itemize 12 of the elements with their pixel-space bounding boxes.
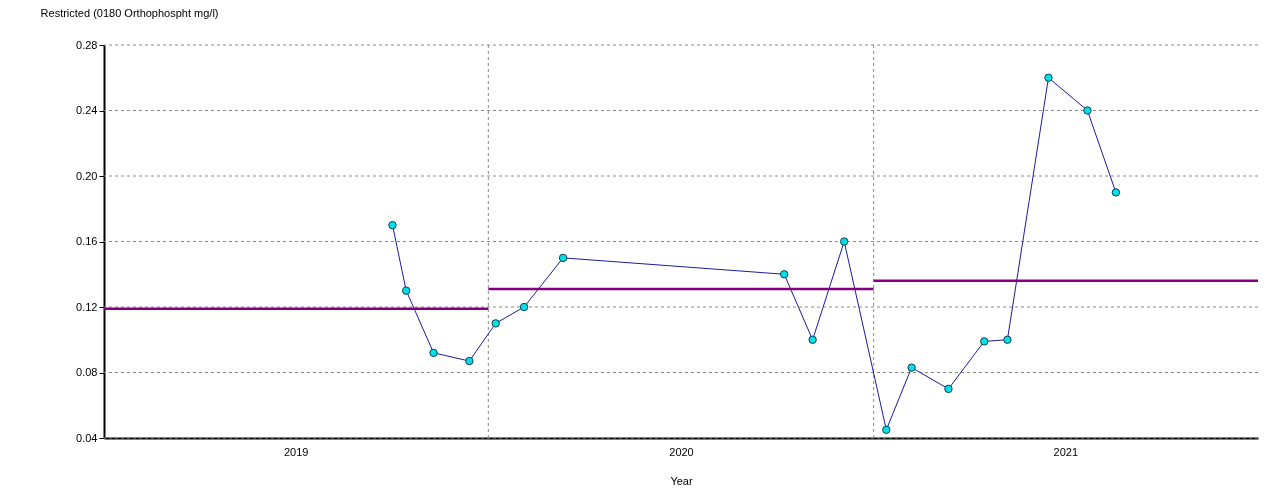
y-tick-label: 0.28 bbox=[76, 38, 98, 51]
x-axis-title: Year bbox=[670, 474, 693, 487]
x-tick-label: 2021 bbox=[1053, 445, 1079, 458]
y-tick-label: 0.04 bbox=[76, 431, 98, 444]
y-tick-label: 0.12 bbox=[76, 300, 98, 313]
y-tick-label: 0.20 bbox=[76, 169, 98, 182]
y-tick-label: 0.16 bbox=[76, 235, 98, 247]
x-tick-label: 2020 bbox=[669, 445, 694, 458]
chart-title: Restricted (0180 Orthophospht mg/l) bbox=[40, 7, 219, 19]
x-tick-label: 2019 bbox=[283, 445, 309, 458]
y-tick-label: 0.24 bbox=[76, 104, 98, 116]
y-tick-label: 0.08 bbox=[76, 366, 98, 378]
